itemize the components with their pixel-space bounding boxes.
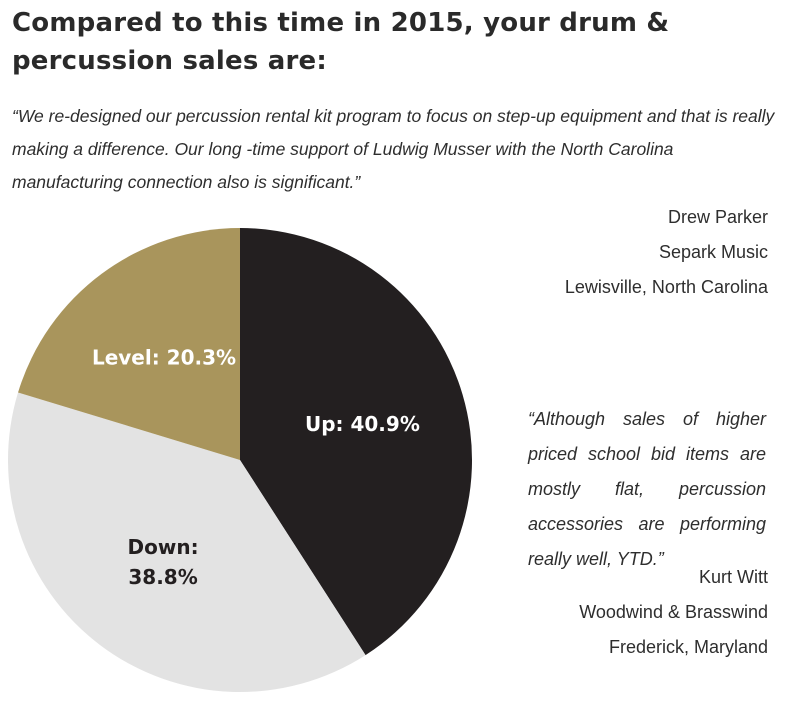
attribution-kurt-witt: Kurt Witt Woodwind & Brasswind Frederick… — [528, 560, 768, 665]
attribution-drew-parker: Drew Parker Separk Music Lewisville, Nor… — [528, 200, 768, 305]
attribution-company: Separk Music — [658, 242, 768, 262]
pie-slice-down — [8, 392, 366, 692]
pie-chart: Up: 40.9% Down: 38.8% Level: 20.3% — [8, 228, 473, 692]
attribution-name: Kurt Witt — [698, 567, 768, 587]
attribution-name: Drew Parker — [667, 207, 768, 227]
chart-title: Compared to this time in 2015, your drum… — [12, 8, 670, 76]
pie-label-level: Level: 20.3% — [92, 345, 236, 369]
pie-label-up: Up: 40.9% — [305, 412, 420, 436]
pie-slice-up — [240, 228, 473, 656]
attribution-location: Frederick, Maryland — [608, 637, 768, 657]
pie-labels: Up: 40.9% Down: 38.8% Level: 20.3% — [92, 345, 420, 588]
attribution-location: Lewisville, North Carolina — [564, 277, 768, 297]
attribution-company: Woodwind & Brasswind — [579, 602, 768, 622]
quote-drew-parker: “We re-designed our percussion rental ki… — [12, 106, 775, 192]
pie-slice-level — [18, 228, 241, 460]
quote-kurt-witt: “Although sales of higher priced school … — [528, 409, 766, 569]
pie-slices — [8, 228, 473, 692]
pie-label-down: Down: 38.8% — [128, 535, 199, 589]
